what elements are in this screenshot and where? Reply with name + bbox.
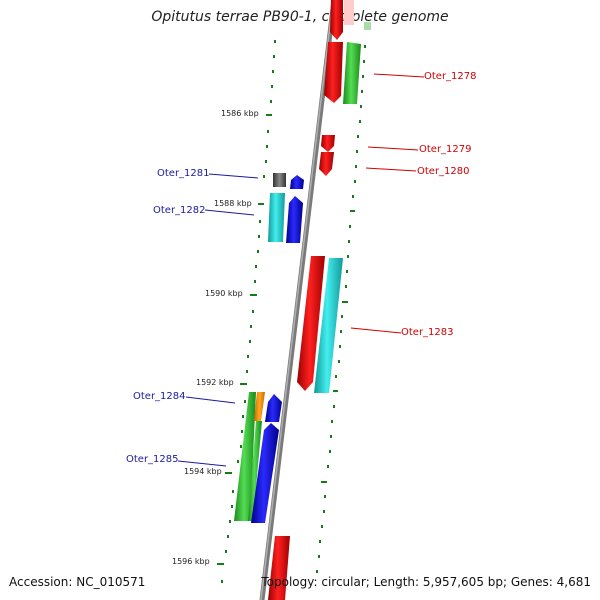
gene-red-top[interactable] [330,0,343,40]
leader-oter-1285 [177,460,227,467]
gene-oter-1280[interactable] [319,152,334,176]
scale-label-1586: 1586 kbp [221,109,259,118]
gene-oter-1281-gray[interactable] [273,173,286,187]
chromosome-backbone [259,0,337,600]
accession-text: Accession: NC_010571 [9,575,146,589]
scale-label-1594: 1594 kbp [184,467,222,476]
gene-oter-1284-blue[interactable] [265,394,282,422]
gene-oter-1284-orange[interactable] [254,392,265,421]
gene-oter-1282-blue[interactable] [286,196,303,243]
label-oter-1284: Oter_1284 [133,391,186,402]
label-oter-1283: Oter_1283 [401,327,454,338]
leader-oter-1278 [373,73,425,78]
scale-label-1592: 1592 kbp [196,378,234,387]
genome-info-text: Topology: circular; Length: 5,957,605 bp… [261,575,591,589]
gene-oter-1279[interactable] [321,135,335,152]
gene-oter-1282-cyan[interactable] [268,193,285,242]
label-oter-1282: Oter_1282 [153,205,206,216]
gene-oter-1284-green-2[interactable] [248,421,262,521]
gene-oter-1285-blue[interactable] [251,423,279,523]
leader-oter-1280 [365,167,417,172]
chromosome-backbone-highlight [260,0,334,600]
genome-title: Opitutus terrae PB90-1, complete genome [151,9,449,25]
gene-green-top[interactable] [364,22,371,30]
leader-oter-1279 [367,146,419,151]
label-oter-1280: Oter_1280 [417,166,470,177]
leader-oter-1284 [185,396,236,404]
scale-label-1596: 1596 kbp [172,557,210,566]
scale-ticks-right [316,45,366,573]
label-oter-1279: Oter_1279 [419,144,472,155]
scale-label-1590: 1590 kbp [205,289,243,298]
gene-red-bottom[interactable] [268,536,290,600]
gene-oter-1281-blue[interactable] [290,175,304,189]
label-oter-1278: Oter_1278 [424,71,477,82]
gene-pink-top[interactable] [344,0,354,25]
gene-oter-1283-red[interactable] [297,256,325,391]
gene-oter-1283-cyan[interactable] [314,258,343,393]
leader-oter-1283 [350,327,402,334]
leader-oter-1282 [204,209,255,216]
gene-oter-1284-green[interactable] [234,392,256,521]
label-oter-1285: Oter_1285 [126,454,179,465]
scale-label-1588: 1588 kbp [214,199,252,208]
scale-ticks-left [217,40,276,583]
gene-oter-1278-red[interactable] [324,42,343,103]
leader-oter-1281 [208,173,259,179]
gene-oter-1278-green[interactable] [343,42,361,104]
label-oter-1281: Oter_1281 [157,168,210,179]
